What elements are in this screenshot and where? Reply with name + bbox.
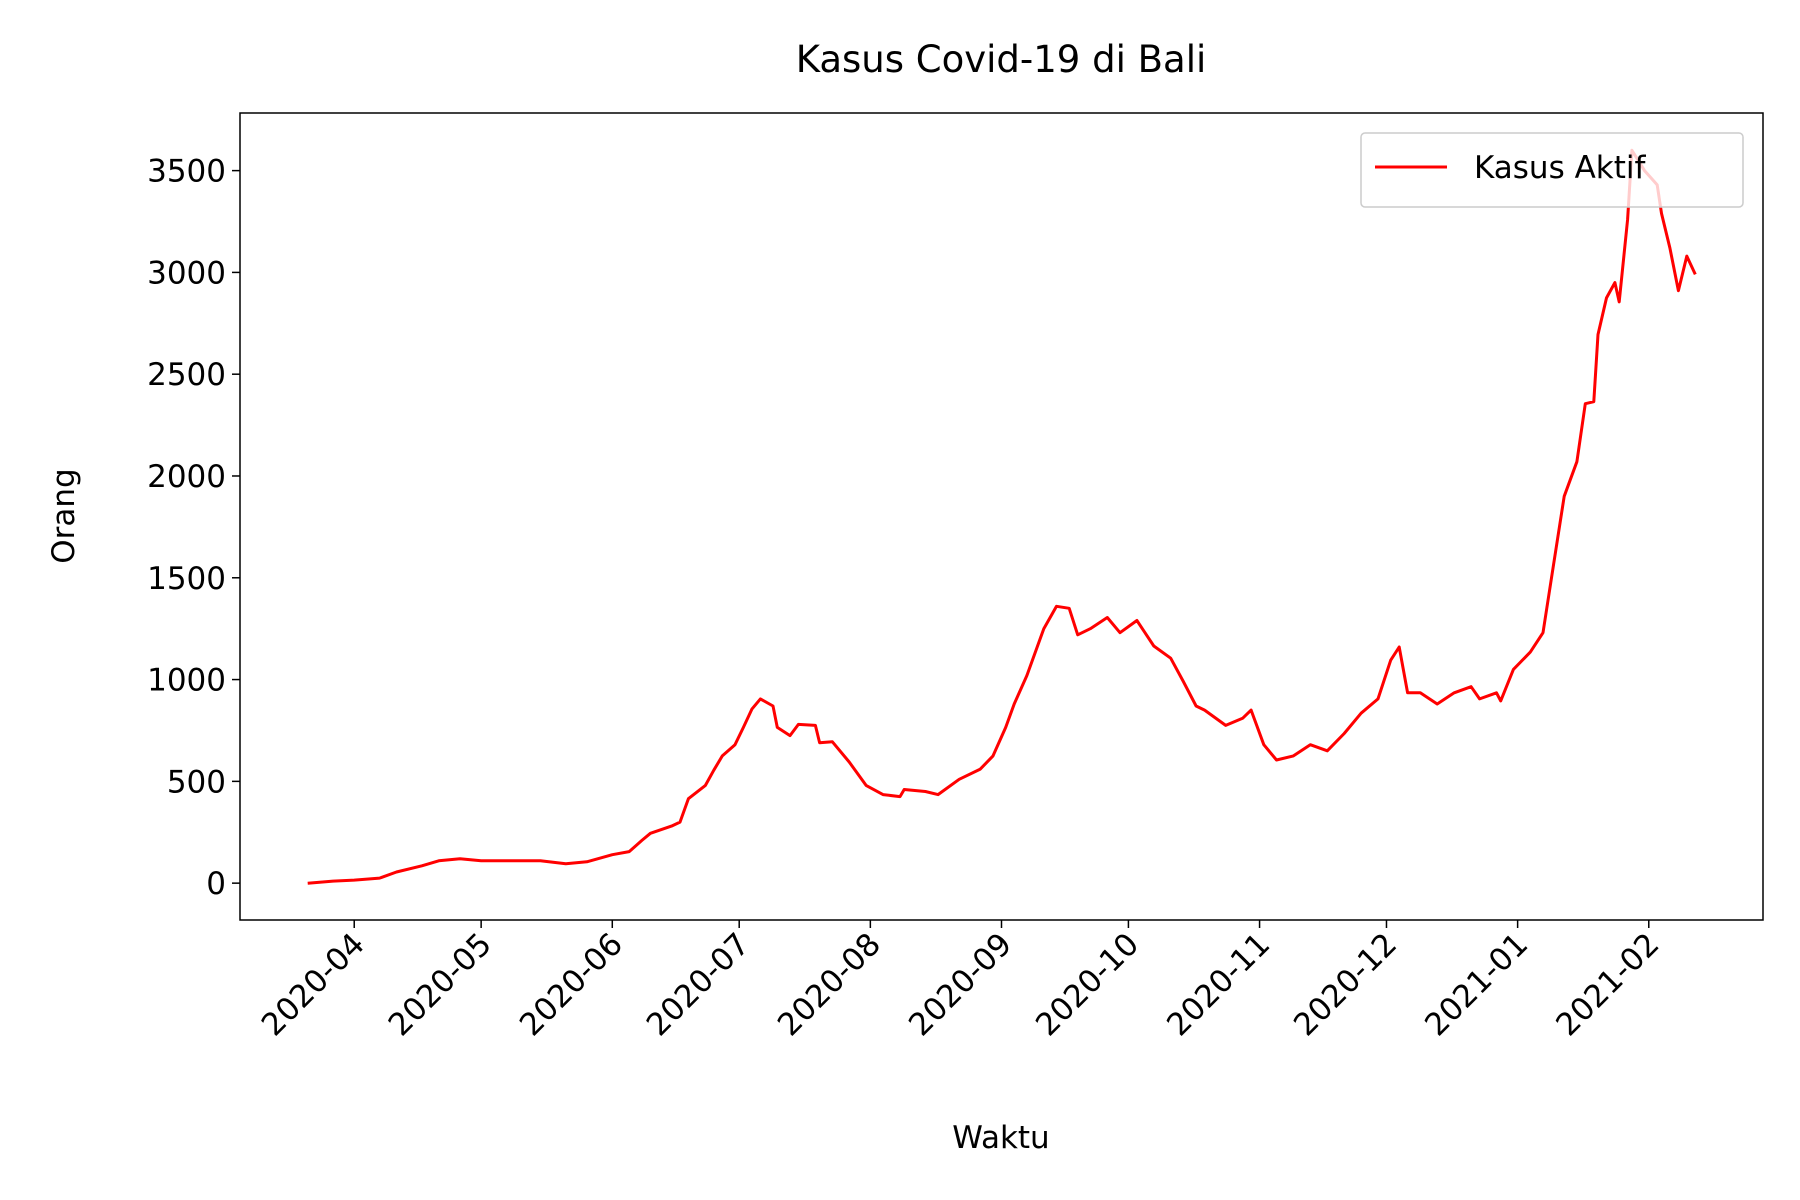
x-tick-label: 2020-10 bbox=[1029, 926, 1146, 1043]
x-tick-label: 2021-02 bbox=[1549, 926, 1666, 1043]
x-tick-label: 2020-12 bbox=[1287, 926, 1404, 1043]
x-tick-label: 2020-09 bbox=[902, 926, 1019, 1043]
plot-frame bbox=[239, 112, 1764, 921]
x-tick-label: 2020-07 bbox=[640, 926, 757, 1043]
y-tick-label: 2500 bbox=[147, 357, 226, 393]
x-tick-label: 2020-05 bbox=[382, 926, 499, 1043]
x-tick-label: 2020-11 bbox=[1160, 926, 1277, 1043]
x-tick-label: 2020-06 bbox=[513, 926, 630, 1043]
y-tick-label: 3000 bbox=[147, 255, 226, 291]
chart-title: Kasus Covid-19 di Bali bbox=[796, 38, 1207, 81]
line-series bbox=[307, 148, 1697, 885]
y-tick-label: 1500 bbox=[147, 561, 226, 597]
y-tick-label: 3500 bbox=[147, 154, 226, 190]
x-tick-label: 2020-08 bbox=[771, 926, 888, 1043]
y-tick-label: 500 bbox=[167, 764, 226, 800]
y-tick-label: 1000 bbox=[147, 663, 226, 699]
y-axis-label: Orang bbox=[46, 468, 82, 563]
legend-box bbox=[1360, 132, 1744, 208]
y-tick-label: 0 bbox=[206, 866, 226, 902]
x-axis-label: Waktu bbox=[952, 1120, 1049, 1156]
y-tick-label: 2000 bbox=[147, 459, 226, 495]
x-tick-label: 2020-04 bbox=[255, 926, 372, 1043]
legend-label: Kasus Aktif bbox=[1474, 150, 1647, 186]
x-tick-label: 2021-01 bbox=[1418, 926, 1535, 1043]
